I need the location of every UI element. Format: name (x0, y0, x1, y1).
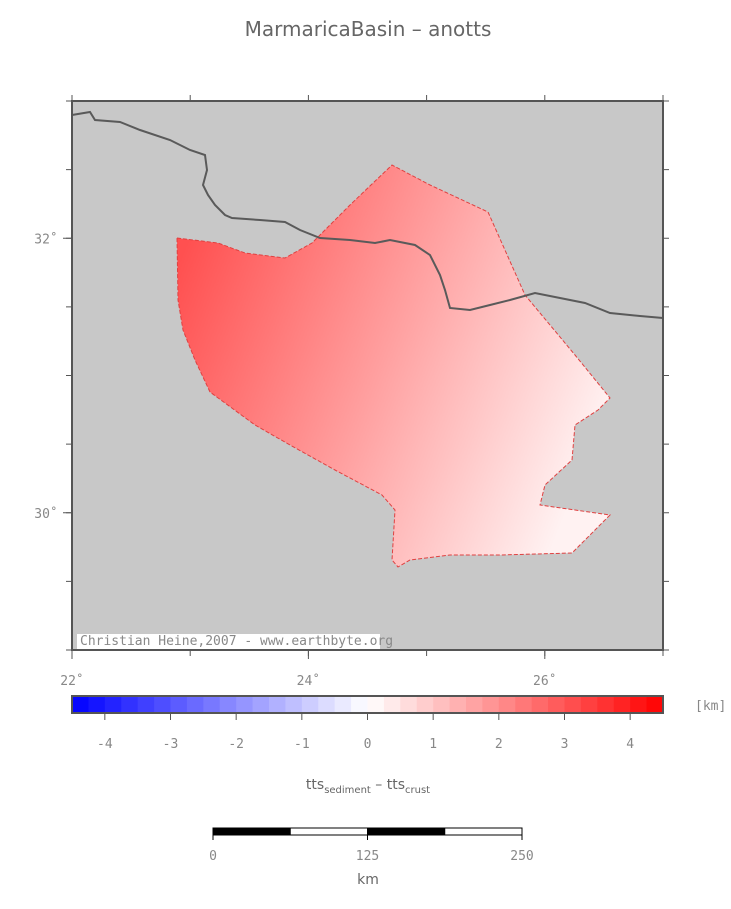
colorbar-swatch (515, 696, 533, 713)
scalebar-segment (289, 827, 368, 836)
label-part: – tts (371, 777, 405, 793)
label-part: tts (306, 777, 324, 793)
colorbar-swatch (285, 696, 303, 713)
label-sub: crust (405, 785, 430, 796)
colorbar-swatch (236, 696, 254, 713)
colorbar-swatch (383, 696, 401, 713)
colorbar-tick-label: -4 (97, 737, 113, 752)
colorbar-swatch (630, 696, 648, 713)
colorbar-swatch (137, 696, 155, 713)
colorbar-swatch (613, 696, 631, 713)
colorbar-swatch (318, 696, 336, 713)
colorbar-swatch (269, 696, 286, 713)
colorbar-swatch (351, 696, 368, 713)
colorbar-swatch (203, 696, 221, 713)
colorbar-swatch (301, 696, 319, 713)
colorbar-swatch (597, 696, 615, 713)
x-tick-label: 22˚ (60, 673, 83, 689)
colorbar-swatch (104, 696, 122, 713)
coastline (71, 110, 664, 319)
colorbar-swatch (72, 696, 89, 713)
scalebar-segment (212, 827, 291, 836)
colorbar-swatch (548, 696, 565, 713)
colorbar-swatch (498, 696, 516, 713)
x-tick-label: 24˚ (297, 673, 320, 689)
colorbar-swatch (416, 696, 434, 713)
credit-box (77, 634, 380, 649)
colorbar-swatch (334, 696, 352, 713)
scalebar-tick-label: 125 (356, 849, 379, 864)
y-tick-label: 30˚ (34, 506, 57, 522)
colorbar-swatch (580, 696, 598, 713)
credit: Christian Heine,2007 - www.earthbyte.org (80, 634, 393, 649)
y-tick-label: 32˚ (34, 231, 57, 247)
colorbar-swatch (400, 696, 418, 713)
colorbar-label: ttssediment – ttscrust (306, 777, 430, 796)
scalebar-segment (367, 827, 446, 836)
colorbar (71, 695, 664, 714)
x-tick-label: 26˚ (533, 673, 556, 689)
colorbar-swatch (219, 696, 237, 713)
colorbar-tick-label: 2 (495, 737, 503, 752)
colorbar-swatch (466, 696, 483, 713)
scalebar-unit: km (357, 872, 379, 888)
colorbar-swatch (121, 696, 139, 713)
colorbar-swatch (186, 696, 204, 713)
scalebar-tick-label: 250 (510, 849, 533, 864)
colorbar-swatch (170, 696, 188, 713)
colorbar-unit: [km] (695, 699, 726, 714)
colorbar-tick-label: 3 (561, 737, 569, 752)
colorbar-tick-label: 0 (364, 737, 372, 752)
colorbar-swatch (252, 696, 270, 713)
scalebar-segment (444, 827, 523, 836)
title: MarmaricaBasin – anotts (245, 17, 492, 41)
colorbar-swatch (433, 696, 451, 713)
label-sub: sediment (324, 785, 371, 796)
colorbar-swatch (367, 696, 385, 713)
colorbar-tick-label: -2 (228, 737, 244, 752)
colorbar-swatch (531, 696, 549, 713)
colorbar-tick-label: -3 (163, 737, 179, 752)
colorbar-swatch (564, 696, 582, 713)
basin-area (176, 164, 612, 568)
colorbar-tick-label: 4 (626, 737, 634, 752)
colorbar-tick-label: 1 (429, 737, 437, 752)
colorbar-swatch (646, 696, 664, 713)
colorbar-tick-label: -1 (294, 737, 310, 752)
colorbar-swatch (88, 696, 106, 713)
colorbar-swatch (154, 696, 171, 713)
scalebar-tick-label: 0 (209, 849, 217, 864)
colorbar-swatch (482, 696, 500, 713)
colorbar-swatch (449, 696, 467, 713)
